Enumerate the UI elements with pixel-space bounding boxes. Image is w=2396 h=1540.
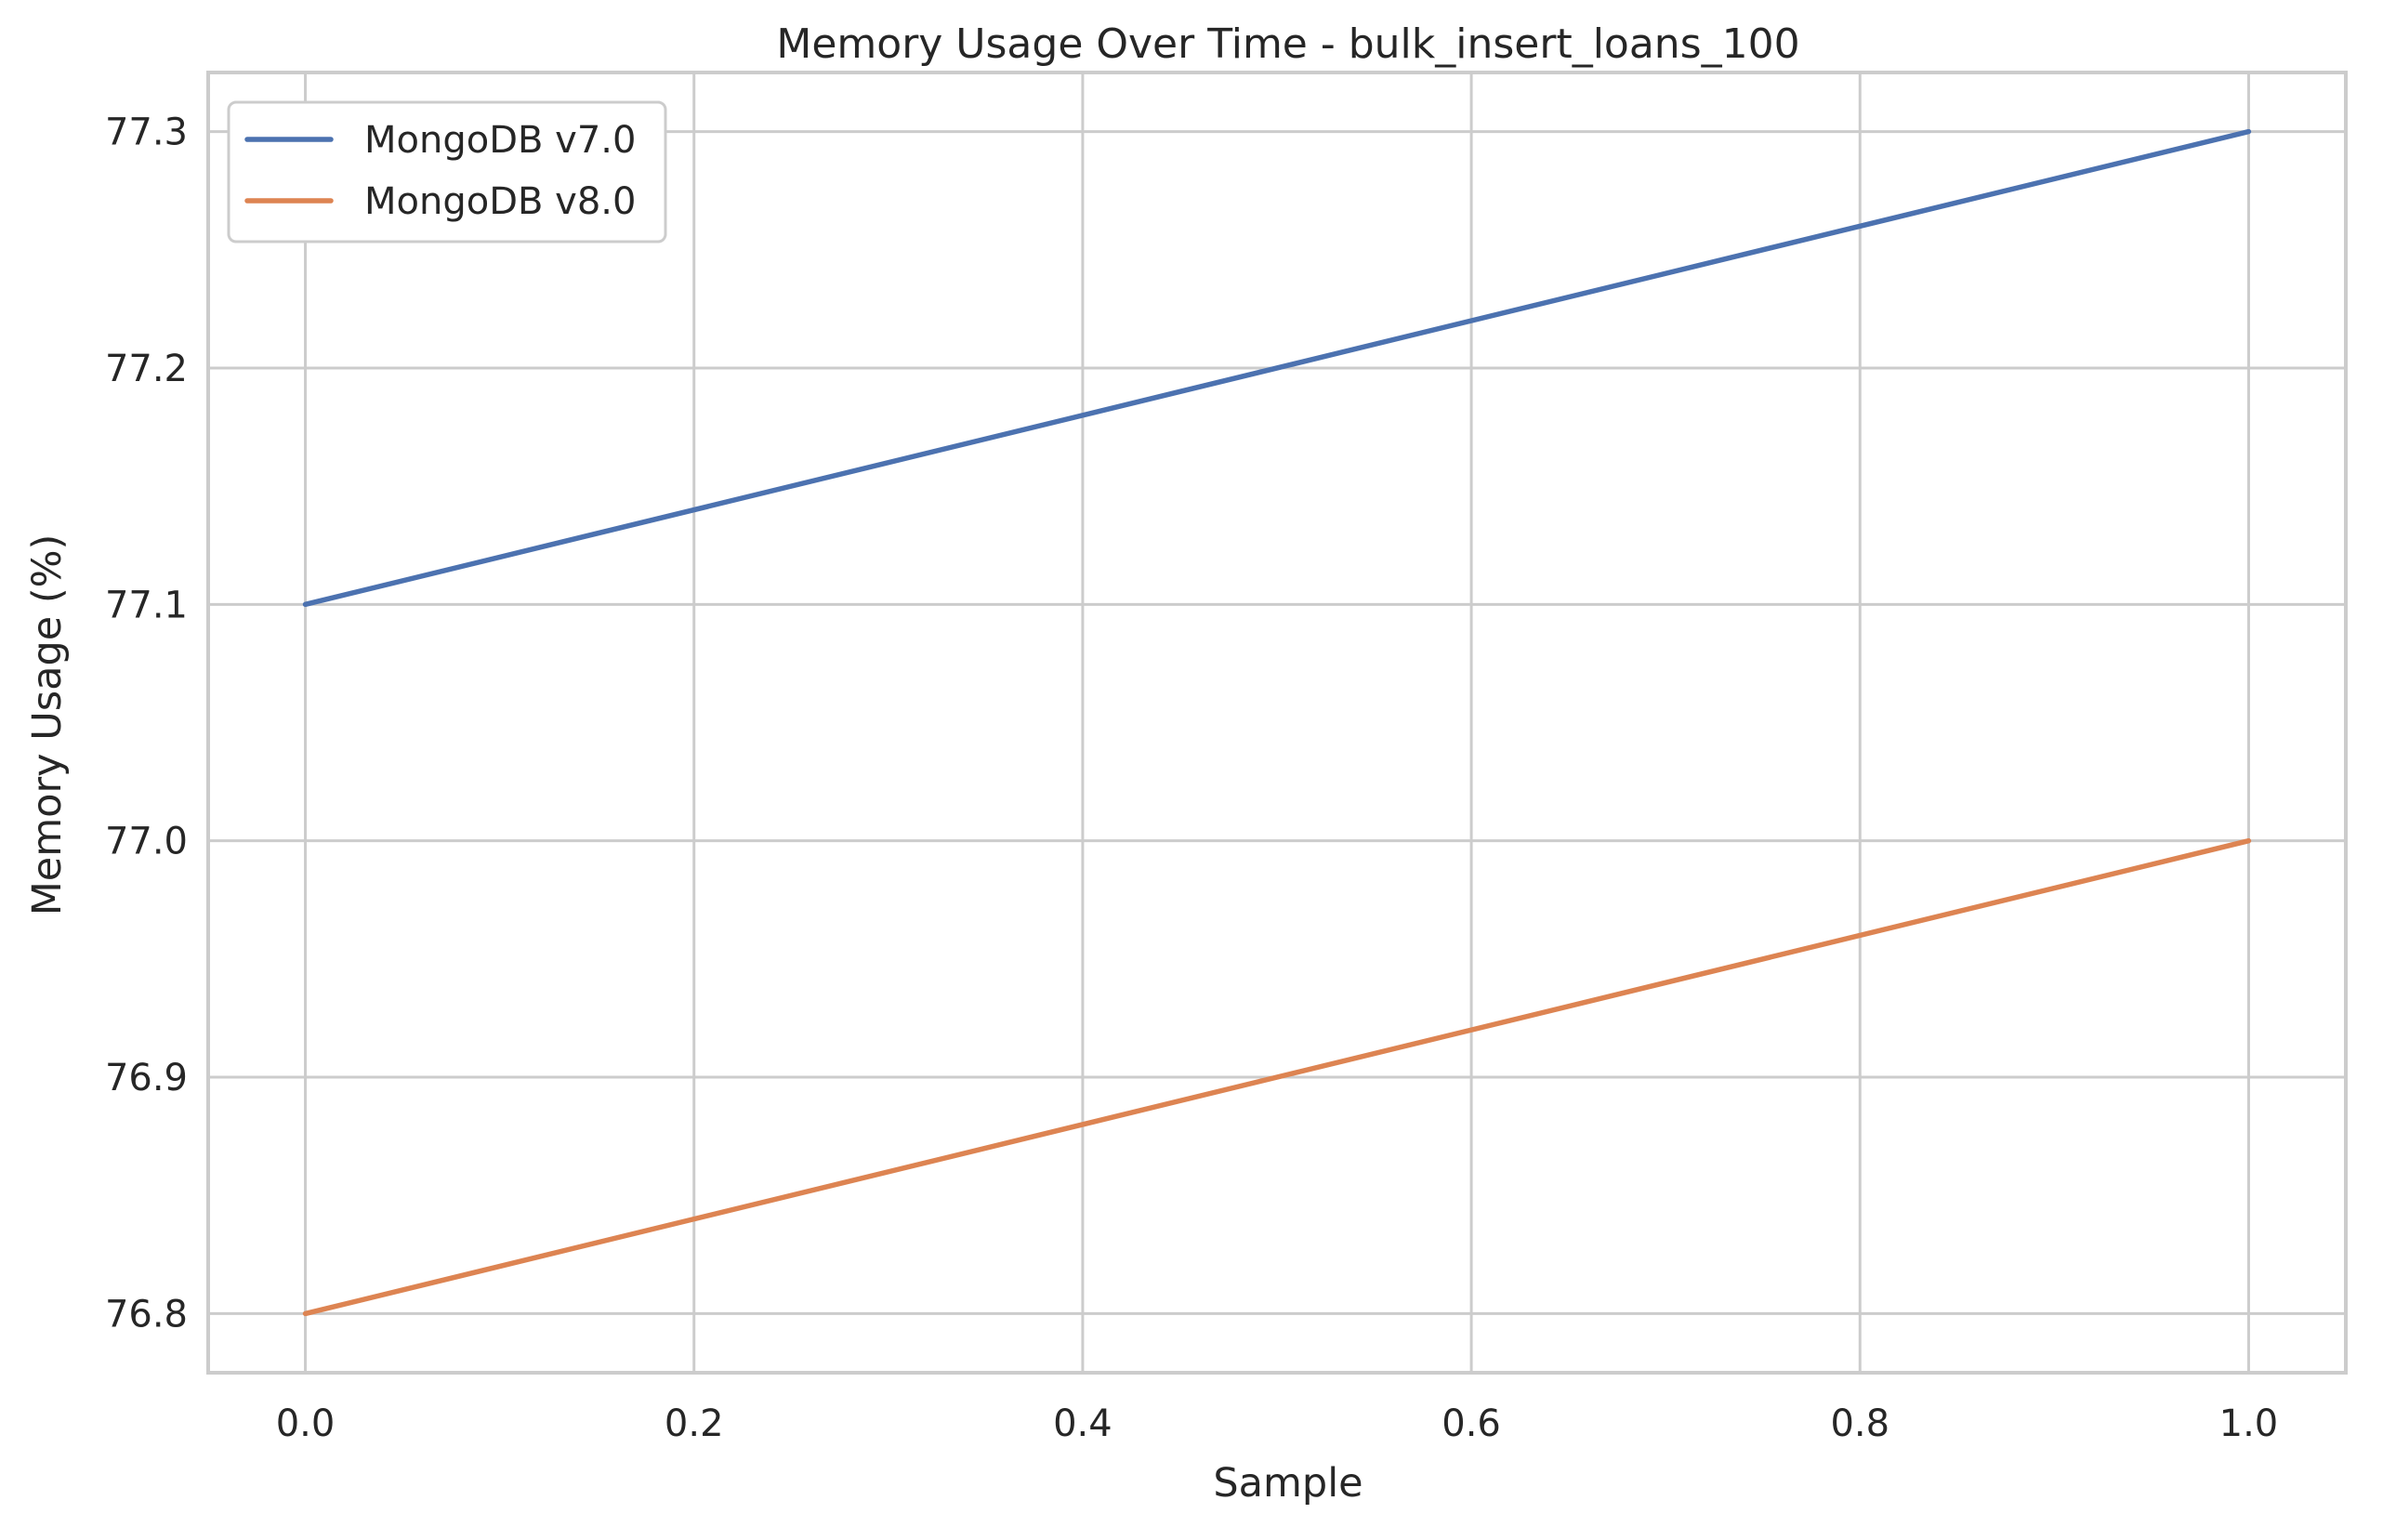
x-tick-label: 1.0 xyxy=(2219,1402,2279,1445)
series-line-mongodb-v7 xyxy=(302,128,2252,608)
x-axis-label: Sample xyxy=(1213,1460,1363,1507)
plot-frame xyxy=(206,71,2348,1375)
legend-label: MongoDB v8.0 xyxy=(364,180,636,223)
x-tick-label: 0.0 xyxy=(276,1402,336,1445)
y-tick-label: 77.1 xyxy=(105,584,188,626)
plot-area xyxy=(206,71,2348,1375)
y-tick-label: 76.8 xyxy=(105,1293,188,1336)
x-axis-ticks: 0.0 0.2 0.4 0.6 0.8 1.0 xyxy=(276,1402,2279,1445)
legend: MongoDB v7.0 MongoDB v8.0 xyxy=(227,100,667,244)
y-axis-ticks: 76.8 76.9 77.0 77.1 77.2 77.3 xyxy=(105,112,188,1336)
x-grid-lines xyxy=(304,72,2250,1373)
y-tick-label: 76.9 xyxy=(105,1057,188,1099)
legend-frame xyxy=(227,100,667,244)
series-layer xyxy=(302,128,2252,1317)
x-tick-label: 0.6 xyxy=(1442,1402,1501,1445)
series-line-mongodb-v8 xyxy=(302,837,2252,1317)
x-tick-label: 0.4 xyxy=(1053,1402,1112,1445)
y-tick-label: 77.0 xyxy=(105,821,188,863)
x-tick-label: 0.8 xyxy=(1830,1402,1889,1445)
x-tick-label: 0.2 xyxy=(665,1402,724,1445)
legend-label: MongoDB v7.0 xyxy=(364,119,636,162)
y-axis-label: Memory Usage (%) xyxy=(24,534,71,916)
y-tick-label: 77.2 xyxy=(105,348,188,390)
y-tick-label: 77.3 xyxy=(105,112,188,154)
chart-title: Memory Usage Over Time - bulk_insert_loa… xyxy=(776,20,1799,68)
